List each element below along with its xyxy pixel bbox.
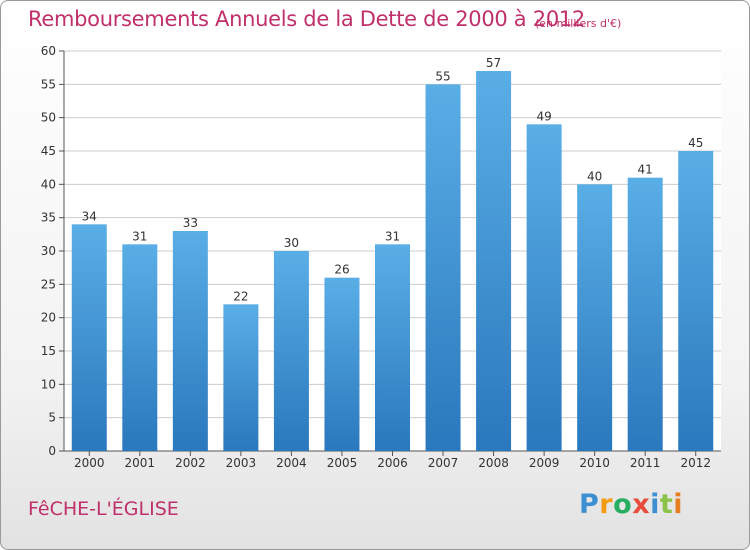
y-tick-label: 0 — [48, 444, 56, 458]
y-tick-label: 55 — [41, 77, 56, 91]
x-tick-label-2009: 2009 — [529, 456, 560, 470]
chart-title: Remboursements Annuels de la Dette de 20… — [28, 7, 585, 31]
logo-letter: x — [632, 489, 651, 520]
logo-letter: r — [599, 489, 614, 520]
y-tick-label: 40 — [41, 177, 56, 191]
data-label-2002: 33 — [183, 216, 198, 230]
bar-2011 — [627, 177, 663, 451]
y-tick-label: 5 — [48, 411, 56, 425]
bar-2009 — [526, 124, 562, 451]
bar-2006 — [375, 244, 410, 451]
logo-letter: o — [613, 489, 633, 520]
bar-2010 — [577, 184, 613, 452]
y-tick-label: 25 — [41, 277, 56, 291]
data-label-2003: 22 — [233, 289, 248, 303]
bar-2012 — [678, 151, 714, 451]
proxiti-logo[interactable]: Proxiti — [579, 489, 683, 520]
data-label-2001: 31 — [132, 229, 147, 243]
x-tick-label-2006: 2006 — [377, 456, 408, 470]
data-label-2006: 31 — [385, 229, 400, 243]
bar-2003 — [223, 304, 259, 451]
bar-2004 — [273, 251, 309, 451]
commune-name: FêCHE-L'ÉGLISE — [28, 498, 179, 520]
x-tick-label-2004: 2004 — [276, 456, 307, 470]
x-tick-label-2000: 2000 — [74, 456, 105, 470]
bars — [71, 71, 714, 452]
data-label-2011: 41 — [638, 163, 653, 177]
logo-letter: i — [650, 489, 660, 520]
y-tick-label: 10 — [41, 377, 56, 391]
bar-2007 — [425, 84, 461, 451]
y-tick-label: 60 — [41, 44, 56, 58]
logo-letter: t — [659, 489, 674, 520]
data-label-2007: 55 — [435, 69, 450, 83]
bar-2001 — [122, 244, 158, 451]
x-tick-label-2002: 2002 — [175, 456, 206, 470]
x-tick-label-2005: 2005 — [327, 456, 358, 470]
chart-unit: (en milliers d'€) — [535, 17, 622, 30]
bar-2000 — [71, 224, 107, 451]
data-label-2004: 30 — [284, 236, 299, 250]
bar-2008 — [476, 71, 512, 451]
y-tick-label: 45 — [41, 144, 56, 158]
x-tick-label-2003: 2003 — [226, 456, 257, 470]
x-tick-label-2001: 2001 — [125, 456, 156, 470]
y-tick-label: 50 — [41, 111, 56, 125]
data-label-2010: 40 — [587, 169, 602, 183]
data-label-2012: 45 — [688, 136, 703, 150]
x-tick-label-2008: 2008 — [478, 456, 509, 470]
logo-letter: P — [579, 489, 600, 520]
x-tick-label-2011: 2011 — [630, 456, 661, 470]
data-label-2005: 26 — [334, 263, 349, 277]
y-tick-label: 30 — [41, 244, 56, 258]
data-label-2008: 57 — [486, 56, 501, 70]
logo-letter: i — [673, 489, 684, 520]
data-label-2009: 49 — [536, 109, 551, 123]
bar-2002 — [172, 231, 208, 451]
y-tick-label: 15 — [41, 344, 56, 358]
y-tick-label: 35 — [41, 211, 56, 225]
y-tick-label: 20 — [41, 311, 56, 325]
x-tick-label-2012: 2012 — [680, 456, 711, 470]
data-label-2000: 34 — [82, 209, 97, 223]
x-tick-label-2007: 2007 — [428, 456, 459, 470]
labels: 0 5 10 15 20 25 30 35 40 45 50 55 60 34 2000 31 2001 33 20… — [41, 44, 711, 470]
bar-2005 — [324, 277, 360, 451]
x-tick-label-2010: 2010 — [579, 456, 610, 470]
